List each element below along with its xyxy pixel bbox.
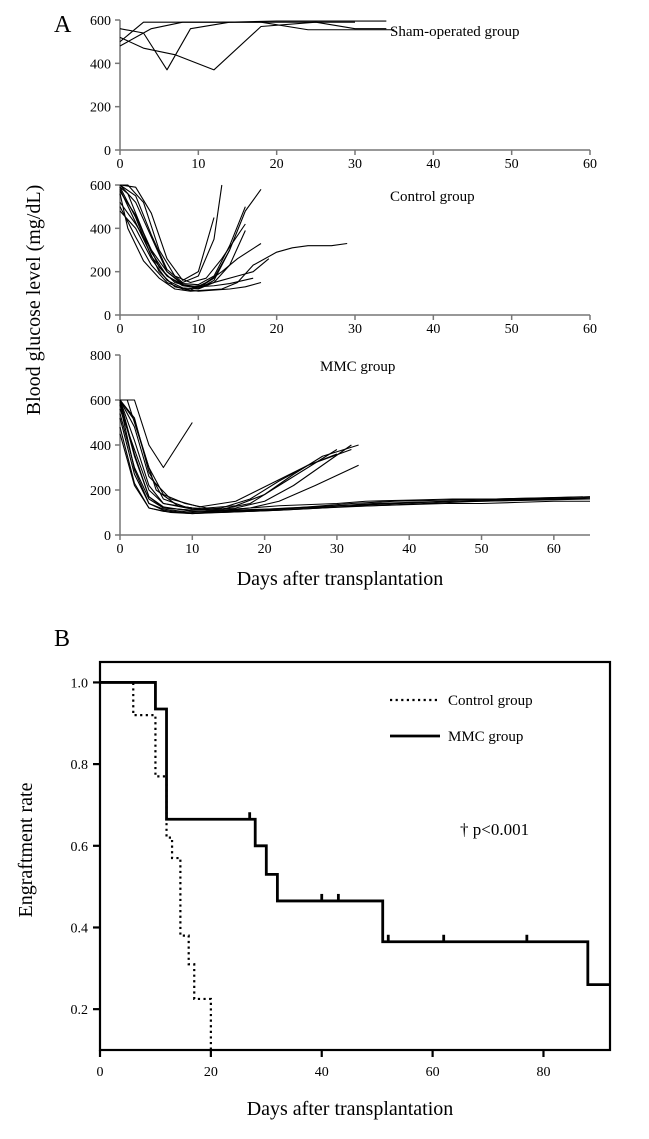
svg-text:600: 600: [90, 14, 111, 29]
svg-text:600: 600: [90, 394, 111, 409]
legend: Control group MMC group: [390, 693, 533, 745]
panel-b-xlabel: Days after transplantation: [247, 1098, 454, 1120]
svg-text:0: 0: [104, 309, 111, 324]
svg-text:0: 0: [104, 529, 111, 544]
sham-subplot: 01020304050600200400600Sham-operated gro…: [90, 14, 597, 172]
svg-text:40: 40: [402, 542, 416, 557]
svg-text:40: 40: [426, 157, 440, 172]
panel-a-label: A: [54, 12, 72, 38]
svg-text:10: 10: [191, 157, 205, 172]
svg-text:20: 20: [258, 542, 272, 557]
panel-a-ylabel: Blood glucose level (mg/dL): [23, 185, 45, 416]
significance-text: † p<0.001: [460, 820, 529, 839]
svg-text:40: 40: [315, 1065, 329, 1080]
svg-text:30: 30: [348, 322, 362, 337]
svg-text:30: 30: [330, 542, 344, 557]
mmc-subplot: 01020304050600200400600800MMC group: [90, 349, 590, 557]
svg-text:0: 0: [104, 144, 111, 159]
svg-text:0.4: 0.4: [71, 921, 89, 936]
svg-text:60: 60: [583, 322, 597, 337]
svg-text:50: 50: [475, 542, 489, 557]
svg-text:50: 50: [505, 322, 519, 337]
svg-text:30: 30: [348, 157, 362, 172]
svg-text:400: 400: [90, 439, 111, 454]
svg-text:800: 800: [90, 349, 111, 364]
panel-b-ylabel: Engraftment rate: [15, 782, 37, 917]
panel-b-label: B: [54, 626, 70, 652]
svg-text:20: 20: [204, 1065, 218, 1080]
svg-text:0: 0: [117, 542, 124, 557]
panel-a-xlabel: Days after transplantation: [237, 568, 444, 590]
svg-text:0: 0: [117, 157, 124, 172]
svg-text:40: 40: [426, 322, 440, 337]
svg-text:600: 600: [90, 179, 111, 194]
svg-text:0: 0: [97, 1065, 104, 1080]
panel-b-svg: B Engraftment rate 0 20 40 60 80 0.2 0.4 0.6 0.8…: [0, 610, 649, 1130]
svg-text:60: 60: [583, 157, 597, 172]
svg-text:80: 80: [536, 1065, 550, 1080]
legend-label-control: Control group: [448, 693, 533, 709]
svg-text:400: 400: [90, 222, 111, 237]
legend-label-mmc: MMC group: [448, 729, 523, 745]
svg-text:0.2: 0.2: [71, 1003, 89, 1018]
svg-text:0: 0: [117, 322, 124, 337]
svg-text:MMC group: MMC group: [320, 359, 395, 375]
svg-text:1.0: 1.0: [71, 676, 89, 691]
svg-text:400: 400: [90, 57, 111, 72]
svg-text:60: 60: [426, 1065, 440, 1080]
panel-a-svg: A Blood glucose level (mg/dL) 0 10 20 30 40 5…: [0, 0, 649, 590]
svg-text:Sham-operated group: Sham-operated group: [390, 24, 520, 40]
svg-text:Control group: Control group: [390, 189, 475, 205]
svg-text:200: 200: [90, 266, 111, 281]
svg-text:20: 20: [270, 322, 284, 337]
survival-plot: 0 20 40 60 80 0.2 0.4 0.6 0.8 1.0: [71, 662, 611, 1080]
svg-text:50: 50: [505, 157, 519, 172]
svg-text:0.8: 0.8: [71, 758, 89, 773]
svg-text:60: 60: [547, 542, 561, 557]
control-subplot: 01020304050600200400600Control group: [90, 179, 597, 337]
svg-text:10: 10: [191, 322, 205, 337]
svg-text:20: 20: [270, 157, 284, 172]
svg-text:200: 200: [90, 484, 111, 499]
svg-text:200: 200: [90, 101, 111, 116]
svg-text:10: 10: [185, 542, 199, 557]
svg-text:0.6: 0.6: [71, 840, 89, 855]
